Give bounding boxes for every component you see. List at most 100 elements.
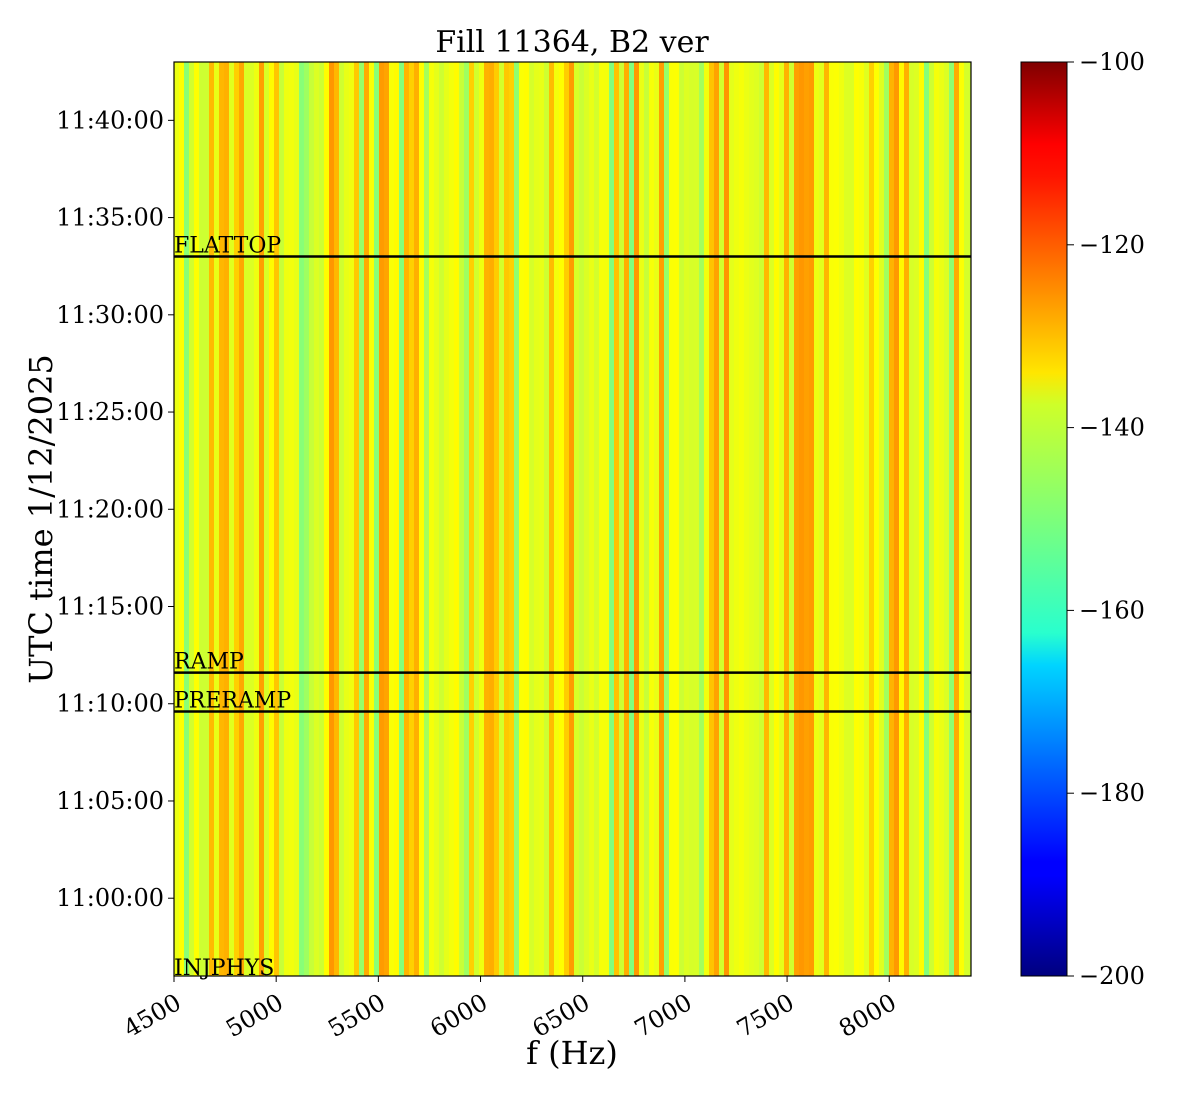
heatmap-stripe <box>384 62 390 976</box>
heatmap-stripe <box>524 62 530 976</box>
heatmap-stripe <box>689 62 695 976</box>
colorbar-tick-label: −140 <box>1079 414 1145 442</box>
heatmap-stripe <box>744 62 750 976</box>
annotation-label: INJPHYS <box>174 956 274 981</box>
heatmap-stripe <box>544 62 550 976</box>
heatmap-stripe <box>414 62 420 976</box>
heatmap-cells <box>174 62 972 976</box>
heatmap-stripe <box>214 62 220 976</box>
heatmap-stripe <box>559 62 565 976</box>
heatmap-stripe <box>549 62 555 976</box>
heatmap-stripe <box>279 62 285 976</box>
x-axis: 4500 5000 5500 6000 6500 7000 7500 8000 <box>119 976 901 1043</box>
heatmap-stripe <box>209 62 215 976</box>
x-tick-label: 7000 <box>630 988 697 1043</box>
y-axis-label: UTC time 1/12/2025 <box>22 354 60 684</box>
heatmap-stripe <box>429 62 435 976</box>
heatmap-stripe <box>899 62 905 976</box>
heatmap-stripe <box>259 62 265 976</box>
heatmap-stripe <box>944 62 950 976</box>
heatmap-stripe <box>464 62 470 976</box>
heatmap-stripe <box>474 62 480 976</box>
heatmap-stripe <box>254 62 260 976</box>
heatmap-stripe <box>364 62 370 976</box>
heatmap-stripe <box>399 62 405 976</box>
heatmap-stripe <box>959 62 965 976</box>
annotation-label: PRERAMP <box>174 689 291 714</box>
heatmap-stripe <box>919 62 925 976</box>
heatmap-stripe <box>819 62 825 976</box>
heatmap-stripe <box>634 62 640 976</box>
heatmap-stripe <box>234 62 240 976</box>
heatmap-stripe <box>534 62 540 976</box>
heatmap-stripe <box>929 62 935 976</box>
heatmap-stripe <box>829 62 835 976</box>
heatmap-stripe <box>934 62 940 976</box>
heatmap-stripe <box>604 62 610 976</box>
heatmap-stripe <box>309 62 315 976</box>
heatmap-stripe <box>504 62 510 976</box>
heatmap-stripe <box>444 62 450 976</box>
heatmap-stripe <box>424 62 430 976</box>
heatmap-stripe <box>954 62 960 976</box>
heatmap-stripe <box>914 62 920 976</box>
heatmap-stripe <box>759 62 765 976</box>
heatmap-stripe <box>664 62 670 976</box>
y-tick-label: 11:05:00 <box>56 787 164 815</box>
x-tick-label: 6000 <box>425 988 492 1043</box>
heatmap-stripe <box>174 62 180 976</box>
heatmap-stripe <box>314 62 320 976</box>
heatmap-stripe <box>319 62 325 976</box>
heatmap-stripe <box>939 62 945 976</box>
heatmap-stripe <box>554 62 560 976</box>
heatmap-stripe <box>219 62 225 976</box>
heatmap-stripe <box>719 62 725 976</box>
heatmap-stripe <box>749 62 755 976</box>
plot-frame <box>173 61 972 977</box>
heatmap-stripe <box>729 62 735 976</box>
heatmap-stripe <box>679 62 685 976</box>
heatmap-stripe <box>909 62 915 976</box>
y-tick-label: 11:15:00 <box>56 593 164 621</box>
heatmap-stripe <box>369 62 375 976</box>
heatmap-stripe <box>624 62 630 976</box>
y-tick-label: 11:35:00 <box>56 204 164 232</box>
heatmap-stripe <box>359 62 365 976</box>
annotation-label: FLATTOP <box>174 233 281 258</box>
x-tick-label: 8000 <box>834 988 901 1043</box>
chart-title: Fill 11364, B2 ver <box>435 25 709 60</box>
heatmap-stripe <box>804 62 810 976</box>
colorbar-tick-label: −200 <box>1079 962 1145 990</box>
heatmap-stripe <box>614 62 620 976</box>
heatmap-stripe <box>824 62 830 976</box>
y-tick-label: 11:40:00 <box>56 106 164 134</box>
heatmap-stripe <box>694 62 700 976</box>
heatmap-stripe <box>324 62 330 976</box>
heatmap-stripe <box>924 62 930 976</box>
heatmap-stripe <box>654 62 660 976</box>
heatmap-stripe <box>674 62 680 976</box>
heatmap-stripe <box>949 62 955 976</box>
heatmap-stripe <box>499 62 505 976</box>
y-tick-label: 11:10:00 <box>56 690 164 718</box>
heatmap-stripe <box>284 62 290 976</box>
heatmap-stripe <box>589 62 595 976</box>
heatmap-stripe <box>879 62 885 976</box>
heatmap-stripe <box>734 62 740 976</box>
heatmap-stripe <box>199 62 205 976</box>
x-axis-label: f (Hz) <box>526 1034 618 1072</box>
heatmap-stripe <box>649 62 655 976</box>
heatmap-stripe <box>354 62 360 976</box>
colorbar-tick-label: −120 <box>1079 231 1145 259</box>
heatmap-stripe <box>419 62 425 976</box>
heatmap-stripe <box>194 62 200 976</box>
heatmap-stripe <box>569 62 575 976</box>
phase-annotations: FLATTOP RAMP PRERAMP INJPHYS <box>174 233 971 981</box>
x-tick-label: 5000 <box>221 988 288 1043</box>
heatmap-stripe <box>594 62 600 976</box>
heatmap-stripe <box>339 62 345 976</box>
colorbar-tick-label: −100 <box>1079 48 1145 76</box>
y-tick-label: 11:30:00 <box>56 301 164 329</box>
heatmap-stripe <box>329 62 335 976</box>
